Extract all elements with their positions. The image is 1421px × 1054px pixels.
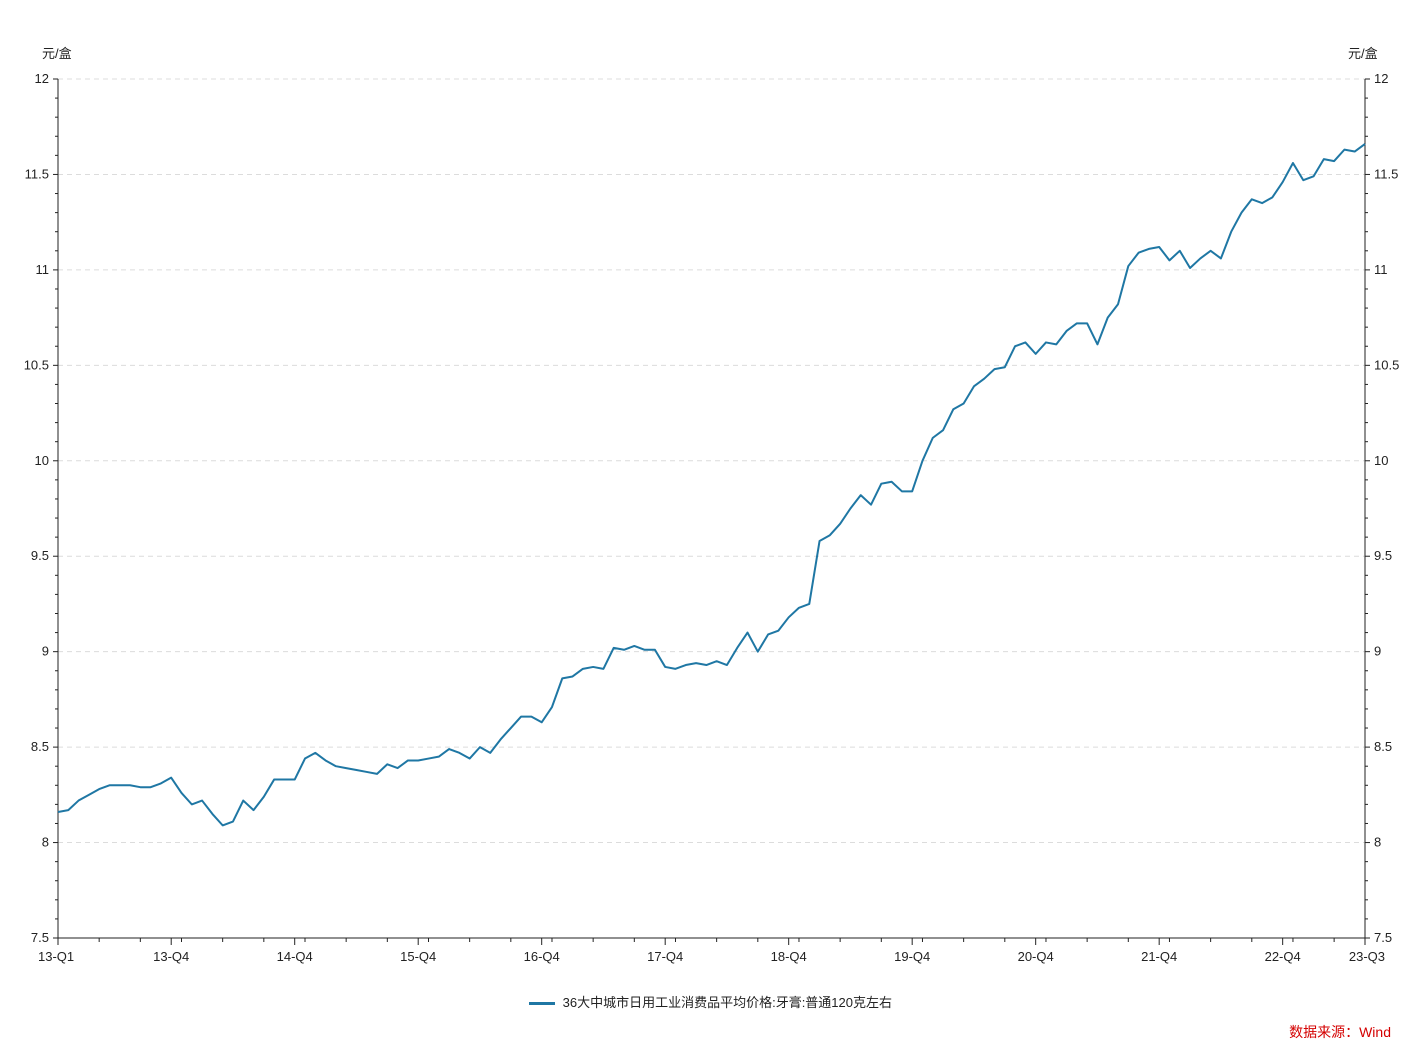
y-tick-label-right: 11 <box>1374 262 1388 277</box>
legend-label: 36大中城市日用工业消费品平均价格:牙膏:普通120克左右 <box>562 995 892 1010</box>
y-tick-label-left: 10 <box>35 453 49 468</box>
x-tick-label: 23-Q3 <box>1349 949 1385 964</box>
legend: 36大中城市日用工业消费品平均价格:牙膏:普通120克左右 <box>0 992 1421 1011</box>
y-tick-label-left: 8 <box>42 835 49 850</box>
y-tick-label-right: 8 <box>1374 835 1381 850</box>
x-tick-label: 13-Q4 <box>153 949 189 964</box>
x-tick-label: 16-Q4 <box>524 949 560 964</box>
x-tick-label: 20-Q4 <box>1018 949 1054 964</box>
y-tick-label-left: 11.5 <box>25 166 49 181</box>
x-tick-label: 14-Q4 <box>277 949 313 964</box>
series-line <box>57 143 1366 827</box>
y-tick-label-right: 9 <box>1374 644 1381 659</box>
x-tick-label: 18-Q4 <box>771 949 807 964</box>
y-tick-label-right: 12 <box>1374 71 1388 86</box>
series-layer <box>57 143 1366 827</box>
x-tick-label: 19-Q4 <box>894 949 930 964</box>
x-tick-label: 17-Q4 <box>647 949 683 964</box>
axes <box>57 79 1366 939</box>
y-ticks: 7.5 7.5 8 8 8.5 8.5 9 9 9.5 9.5 10 10 10.5 10.5 11 11 11… <box>24 71 1400 945</box>
x-ticks: 13-Q1 13-Q4 14-Q4 15-Q4 16-Q4 17-Q4 18-Q4 19-Q4… <box>38 938 1385 964</box>
y-tick-label-left: 9.5 <box>31 548 49 563</box>
source-note: 数据来源：Wind <box>1289 1024 1391 1040</box>
y-tick-label-left: 11 <box>36 262 50 277</box>
y-tick-label-right: 11.5 <box>1374 166 1398 181</box>
y-tick-label-right: 7.5 <box>1374 930 1392 945</box>
left-axis-unit: 元/盒 <box>42 46 72 61</box>
y-tick-label-left: 10.5 <box>24 357 49 372</box>
x-tick-label: 15-Q4 <box>400 949 436 964</box>
gridlines <box>58 78 1365 844</box>
y-tick-label-left: 9 <box>42 644 49 659</box>
y-tick-label-left: 7.5 <box>31 930 49 945</box>
y-tick-label-right: 8.5 <box>1374 739 1392 754</box>
y-tick-label-left: 8.5 <box>31 739 49 754</box>
x-tick-label: 22-Q4 <box>1265 949 1301 964</box>
x-tick-label: 13-Q1 <box>38 949 74 964</box>
y-tick-label-left: 12 <box>35 71 49 86</box>
y-tick-label-right: 10 <box>1374 453 1388 468</box>
right-axis-unit: 元/盒 <box>1348 46 1378 61</box>
x-tick-label: 21-Q4 <box>1141 949 1177 964</box>
y-tick-label-right: 9.5 <box>1374 548 1392 563</box>
y-tick-label-right: 10.5 <box>1374 357 1399 372</box>
legend-swatch <box>529 1002 555 1006</box>
